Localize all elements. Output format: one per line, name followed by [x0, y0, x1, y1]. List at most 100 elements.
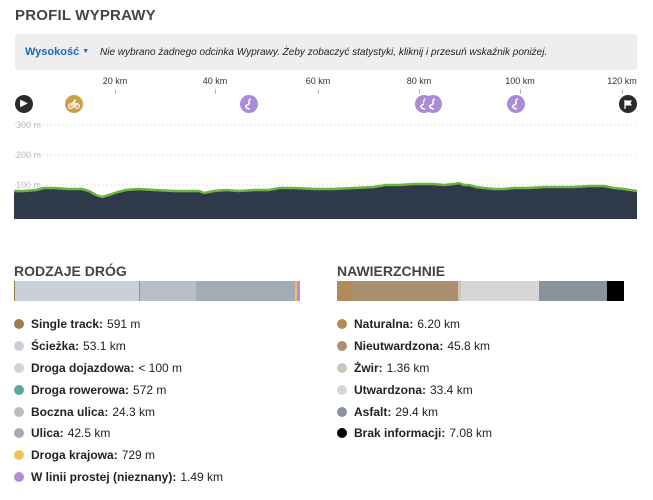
- legend-label: Brak informacji:: [354, 426, 446, 441]
- road-type-legend-item[interactable]: Droga dojazdowa: < 100 m: [14, 357, 223, 379]
- road-types-bar[interactable]: [14, 281, 313, 301]
- legend-color-dot: [14, 428, 24, 439]
- legend-color-dot: [14, 472, 24, 483]
- road-type-bar-segment[interactable]: [296, 281, 301, 301]
- legend-label: Nieutwardzona:: [354, 338, 444, 353]
- legend-value: < 100 m: [138, 360, 183, 375]
- surface-bar-segment[interactable]: [607, 281, 624, 301]
- surface-bar-segment[interactable]: [538, 281, 608, 301]
- legend-color-dot: [14, 362, 24, 373]
- km-tick-label: 80 km: [406, 76, 432, 86]
- surface-legend-item[interactable]: Utwardzona: 33.4 km: [337, 379, 492, 401]
- road-icon: [428, 98, 436, 110]
- metric-dropdown-label[interactable]: Wysokość: [25, 46, 80, 58]
- legend-label: Droga krajowa:: [31, 448, 118, 463]
- legend-value: 729 m: [121, 448, 156, 463]
- legend-label: Asfalt:: [354, 404, 392, 419]
- road-types-legend: Single track: 591 m Ścieżka: 53.1 km Droga d…: [14, 313, 223, 488]
- legend-color-dot: [337, 318, 347, 329]
- road-type-legend-item[interactable]: Single track: 591 m: [14, 313, 223, 335]
- surface-legend-item[interactable]: Brak informacji: 7.08 km: [337, 422, 492, 444]
- surface-legend-item[interactable]: Żwir: 1.36 km: [337, 357, 492, 379]
- legend-label: Ulica:: [31, 426, 64, 441]
- legend-color-dot: [14, 406, 24, 417]
- highlight-waypoint[interactable]: [240, 95, 258, 113]
- bike-waypoint[interactable]: [65, 95, 83, 113]
- legend-label: Single track:: [31, 316, 104, 331]
- road-type-bar-segment[interactable]: [14, 281, 16, 301]
- road-type-legend-item[interactable]: Boczna ulica: 24.3 km: [14, 401, 223, 423]
- legend-color-dot: [14, 384, 24, 395]
- elevation-chart[interactable]: [14, 115, 637, 219]
- legend-value: 1.36 km: [386, 360, 430, 375]
- section-title-surfaces: NAWIERZCHNIE: [337, 263, 446, 279]
- km-tick-label: 60 km: [305, 76, 331, 86]
- legend-color-dot: [14, 450, 24, 461]
- legend-value: 24.3 km: [112, 404, 156, 419]
- surface-legend-item[interactable]: Asfalt: 29.4 km: [337, 401, 492, 423]
- elevation-line: [14, 181, 637, 199]
- road-type-bar-segment[interactable]: [295, 281, 297, 301]
- legend-value: 7.08 km: [449, 426, 493, 441]
- km-tick-mark: [520, 89, 521, 94]
- section-title-road-types: RODZAJE DRÓG: [14, 263, 127, 279]
- altitude-label: 300 m: [16, 120, 42, 130]
- legend-color-dot: [337, 406, 347, 417]
- road-type-legend-item[interactable]: Droga krajowa: 729 m: [14, 444, 223, 466]
- highlight-waypoint[interactable]: [424, 95, 442, 113]
- legend-value: 33.4 km: [430, 382, 473, 397]
- surface-legend-item[interactable]: Naturalna: 6.20 km: [337, 313, 492, 335]
- legend-color-dot: [14, 340, 24, 351]
- legend-label: Utwardzona:: [354, 382, 426, 397]
- altitude-label: 200 m: [16, 150, 42, 160]
- road-icon: [511, 98, 519, 110]
- surface-bar-segment[interactable]: [458, 281, 462, 301]
- surface-bar-segment[interactable]: [337, 281, 352, 301]
- km-tick-mark: [318, 89, 319, 94]
- legend-color-dot: [14, 318, 24, 329]
- legend-value: 42.5 km: [67, 426, 111, 441]
- legend-label: Żwir:: [354, 360, 383, 375]
- altitude-label: 100 m: [16, 180, 42, 190]
- legend-label: Ścieżka:: [31, 338, 80, 353]
- no-segment-message: Nie wybrano żadnego odcinka Wyprawy. Żeb…: [100, 47, 548, 58]
- legend-color-dot: [337, 340, 347, 351]
- km-tick-mark: [419, 89, 420, 94]
- road-type-bar-segment[interactable]: [15, 281, 139, 301]
- km-tick-label: 20 km: [102, 76, 128, 86]
- surface-bar-segment[interactable]: [351, 281, 459, 301]
- road-icon: [419, 98, 427, 110]
- legend-value: 29.4 km: [395, 404, 439, 419]
- km-tick-label: 120 km: [607, 76, 637, 86]
- road-type-legend-item[interactable]: Ulica: 42.5 km: [14, 422, 223, 444]
- legend-label: Boczna ulica:: [31, 404, 109, 419]
- km-tick-mark: [115, 89, 116, 94]
- legend-label: W linii prostej (nieznany):: [31, 470, 177, 485]
- start-waypoint[interactable]: ▶: [15, 95, 33, 113]
- surfaces-legend: Naturalna: 6.20 km Nieutwardzona: 45.8 km Żw…: [337, 313, 492, 444]
- surface-bar-segment[interactable]: [461, 281, 539, 301]
- road-type-legend-item[interactable]: Droga rowerowa: 572 m: [14, 379, 223, 401]
- surface-legend-item[interactable]: Nieutwardzona: 45.8 km: [337, 335, 492, 357]
- road-type-legend-item[interactable]: W linii prostej (nieznany): 1.49 km: [14, 466, 223, 488]
- legend-label: Naturalna:: [354, 316, 414, 331]
- end-waypoint[interactable]: [619, 95, 637, 113]
- road-type-bar-segment[interactable]: [138, 281, 141, 301]
- road-type-bar-segment[interactable]: [140, 281, 197, 301]
- legend-value: 45.8 km: [447, 338, 491, 353]
- highlight-waypoint[interactable]: [507, 95, 525, 113]
- road-type-legend-item[interactable]: Ścieżka: 53.1 km: [14, 335, 223, 357]
- legend-label: Droga dojazdowa:: [31, 360, 135, 375]
- surfaces-bar[interactable]: [337, 281, 637, 301]
- play-icon: ▶: [20, 98, 28, 109]
- bike-icon: [68, 99, 80, 109]
- road-type-bar-segment[interactable]: [196, 281, 296, 301]
- legend-value: 53.1 km: [83, 338, 126, 353]
- legend-value: 591 m: [107, 316, 141, 331]
- profile-info-bar: Wysokość ▼ Nie wybrano żadnego odcinka Wy…: [15, 34, 637, 70]
- road-icon: [244, 98, 252, 110]
- metric-dropdown[interactable]: Wysokość ▼: [25, 46, 89, 58]
- legend-color-dot: [337, 362, 347, 373]
- flag-icon: [623, 99, 632, 109]
- legend-value: 6.20 km: [417, 316, 461, 331]
